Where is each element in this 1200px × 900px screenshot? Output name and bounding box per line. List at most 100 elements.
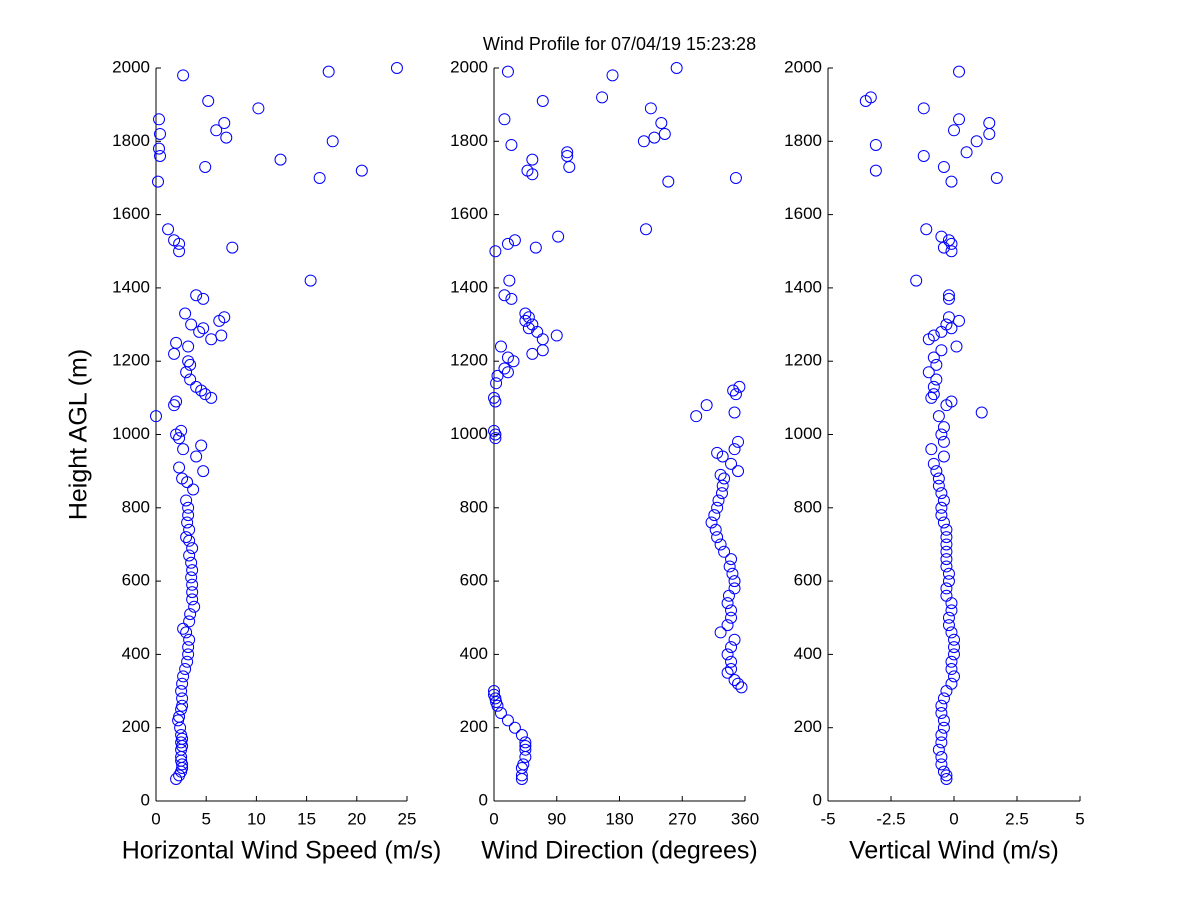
point xyxy=(940,538,953,551)
point xyxy=(176,472,189,485)
point xyxy=(725,611,738,624)
point xyxy=(927,329,940,342)
point xyxy=(648,131,661,144)
point xyxy=(175,685,188,698)
point xyxy=(937,692,950,705)
y-tick-label: 1000 xyxy=(450,424,488,443)
point xyxy=(606,69,619,82)
point xyxy=(937,160,950,173)
x-tick-label: 90 xyxy=(547,809,566,828)
point xyxy=(948,648,960,661)
point xyxy=(180,626,193,639)
point xyxy=(945,655,958,668)
point xyxy=(561,149,574,162)
point xyxy=(529,241,542,254)
point xyxy=(670,62,683,74)
point xyxy=(927,351,940,364)
point xyxy=(935,758,948,771)
point xyxy=(193,325,206,338)
point xyxy=(716,479,729,492)
point xyxy=(184,608,197,621)
point xyxy=(927,388,940,401)
x-tick-label: -5 xyxy=(820,809,835,828)
point xyxy=(725,457,738,470)
point xyxy=(162,223,175,236)
point xyxy=(932,472,945,485)
point xyxy=(552,230,565,243)
point xyxy=(937,516,950,529)
point xyxy=(176,732,189,745)
point xyxy=(174,721,187,734)
point xyxy=(927,457,940,470)
x-tick-label: 25 xyxy=(398,809,417,828)
point xyxy=(942,234,955,247)
point xyxy=(735,681,748,694)
point xyxy=(948,670,960,683)
y-tick-label: 1000 xyxy=(784,424,822,443)
point xyxy=(718,472,731,485)
y-tick-label: 1400 xyxy=(784,277,822,296)
point xyxy=(508,721,521,734)
y-tick-label: 200 xyxy=(794,717,822,736)
point xyxy=(917,102,930,115)
x-tick-label: 0 xyxy=(489,809,498,828)
point xyxy=(154,149,167,162)
point xyxy=(183,523,196,536)
point xyxy=(983,116,996,129)
point xyxy=(190,450,203,463)
point xyxy=(942,575,955,588)
point xyxy=(983,127,996,140)
point xyxy=(942,311,955,324)
point xyxy=(945,597,958,610)
point xyxy=(182,501,195,514)
point xyxy=(488,685,500,698)
point xyxy=(186,578,199,591)
point xyxy=(940,773,953,786)
point xyxy=(937,450,950,463)
point xyxy=(185,556,198,569)
point xyxy=(197,465,210,478)
point xyxy=(950,340,963,353)
point xyxy=(498,113,511,126)
point xyxy=(173,461,186,474)
point xyxy=(940,553,953,566)
point xyxy=(942,567,955,580)
point xyxy=(501,65,514,78)
point xyxy=(975,406,988,419)
point xyxy=(935,707,948,720)
point xyxy=(522,311,535,324)
point xyxy=(733,380,746,393)
point xyxy=(185,571,198,584)
point xyxy=(711,501,724,514)
y-tick-label: 1800 xyxy=(784,131,822,150)
point xyxy=(970,135,983,148)
point xyxy=(940,531,953,544)
point xyxy=(180,531,193,544)
point xyxy=(925,391,938,404)
point xyxy=(953,113,966,126)
point xyxy=(490,377,503,390)
point xyxy=(183,549,196,562)
point xyxy=(179,307,192,320)
point xyxy=(712,494,725,507)
point xyxy=(304,274,317,287)
point xyxy=(948,641,960,654)
point xyxy=(940,318,953,331)
chart-title: Wind Profile for 07/04/19 15:23:28 xyxy=(483,34,756,54)
x-tick-label: 180 xyxy=(605,809,633,828)
point xyxy=(714,468,727,481)
point xyxy=(170,336,183,349)
point xyxy=(173,245,186,258)
point xyxy=(945,663,958,676)
point xyxy=(177,69,190,82)
point xyxy=(662,175,675,188)
point xyxy=(175,424,188,437)
point xyxy=(218,116,231,129)
point xyxy=(711,531,724,544)
y-tick-label: 200 xyxy=(122,717,150,736)
point xyxy=(519,743,532,756)
point xyxy=(721,597,734,610)
point xyxy=(205,333,218,346)
point xyxy=(190,289,203,302)
